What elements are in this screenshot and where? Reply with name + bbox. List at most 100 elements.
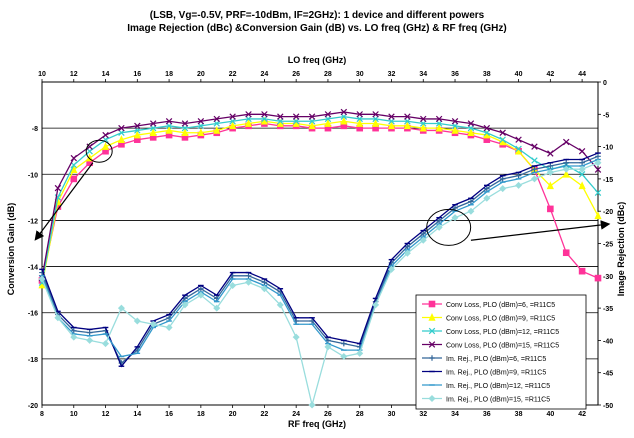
data-point: [340, 113, 348, 120]
x-tick-label: 20: [229, 411, 237, 418]
data-point: [435, 123, 443, 132]
bottom-x-axis-title: RF freq (GHz): [288, 419, 346, 429]
data-point: [102, 340, 110, 348]
data-point: [261, 111, 268, 118]
annotation-arrow-rejection: [470, 220, 611, 241]
top-x-tick-label: 32: [388, 71, 396, 78]
data-point: [563, 138, 570, 146]
top-x-tick-label: 36: [451, 71, 459, 78]
data-point: [531, 166, 538, 173]
data-point: [70, 154, 77, 162]
data-point: [499, 176, 506, 182]
data-point: [86, 143, 93, 150]
x-tick-label: 34: [451, 411, 459, 418]
data-point: [499, 136, 506, 143]
legend-entry: Conv Loss, PLO (dBm)=12, =R11C5: [446, 329, 559, 336]
data-point: [547, 150, 554, 157]
data-point: [467, 124, 475, 132]
data-point: [451, 117, 459, 125]
data-point: [244, 119, 253, 127]
data-point: [54, 184, 62, 192]
data-point: [324, 343, 332, 351]
data-point: [102, 136, 109, 143]
data-point: [356, 119, 364, 127]
data-point: [229, 281, 237, 289]
data-point: [578, 181, 586, 190]
data-point: [578, 147, 586, 155]
data-point: [133, 317, 141, 325]
data-point: [165, 117, 173, 125]
data-point: [197, 291, 205, 299]
data-point: [38, 275, 46, 283]
legend-swatch-marker: [428, 394, 436, 403]
data-point: [340, 353, 348, 361]
data-point: [340, 116, 348, 125]
data-point: [213, 120, 220, 127]
data-point: [70, 327, 77, 334]
data-point: [372, 115, 379, 123]
right-y-tick-label: 0: [603, 80, 607, 87]
data-point: [70, 333, 78, 341]
data-point: [70, 161, 77, 169]
x-tick-label: 18: [197, 411, 205, 418]
x-tick-label: 42: [578, 411, 586, 418]
data-point: [467, 120, 475, 127]
data-point: [308, 121, 316, 130]
data-point: [245, 115, 252, 123]
data-point: [134, 122, 141, 130]
data-point: [133, 130, 141, 139]
data-point: [117, 135, 126, 143]
data-point: [468, 198, 474, 205]
data-point: [594, 189, 602, 196]
data-point: [181, 124, 189, 132]
top-x-tick-label: 30: [356, 71, 364, 78]
data-point: [578, 171, 586, 178]
data-point: [372, 301, 380, 309]
top-x-tick-label: 24: [261, 71, 269, 78]
data-point: [483, 194, 491, 202]
x-tick-label: 10: [70, 411, 78, 418]
legend-swatch-marker: [428, 341, 436, 348]
data-point: [435, 115, 443, 123]
data-point: [197, 122, 205, 130]
data-point: [277, 113, 284, 120]
data-point: [547, 163, 554, 169]
data-point: [578, 165, 586, 173]
top-x-tick-label: 12: [70, 71, 78, 78]
legend-entry: Im. Rej., PLO (dBm)=12, =R11C5: [446, 383, 550, 390]
data-point: [356, 115, 363, 123]
x-tick-label: 22: [261, 411, 269, 418]
data-point: [435, 120, 443, 127]
data-point: [213, 304, 221, 312]
data-point: [579, 159, 585, 166]
x-tick-label: 40: [546, 411, 554, 418]
data-point: [165, 323, 173, 331]
data-point: [499, 129, 506, 136]
annotation-ellipse-rejection: [426, 208, 472, 246]
data-point: [404, 243, 411, 250]
data-point: [229, 117, 236, 125]
data-point: [54, 314, 62, 322]
data-point: [562, 249, 570, 257]
data-point: [420, 120, 427, 127]
data-point: [499, 185, 507, 193]
data-point: [308, 401, 316, 409]
right-y-tick-label: -20: [603, 209, 613, 216]
data-point: [515, 136, 522, 143]
data-point: [292, 117, 300, 125]
data-point: [578, 267, 586, 275]
data-point: [419, 123, 427, 132]
data-point: [197, 117, 205, 125]
top-x-tick-label: 38: [483, 71, 491, 78]
data-point: [340, 108, 348, 116]
data-point: [403, 249, 411, 257]
data-point: [515, 145, 522, 153]
legend-swatch-marker: [428, 327, 436, 335]
data-point: [467, 207, 475, 215]
x-tick-label: 16: [165, 411, 173, 418]
data-point: [594, 159, 602, 167]
data-point: [197, 128, 205, 137]
chart-title-line2: Image Rejection (dBc) &Conversion Gain (…: [127, 23, 506, 34]
